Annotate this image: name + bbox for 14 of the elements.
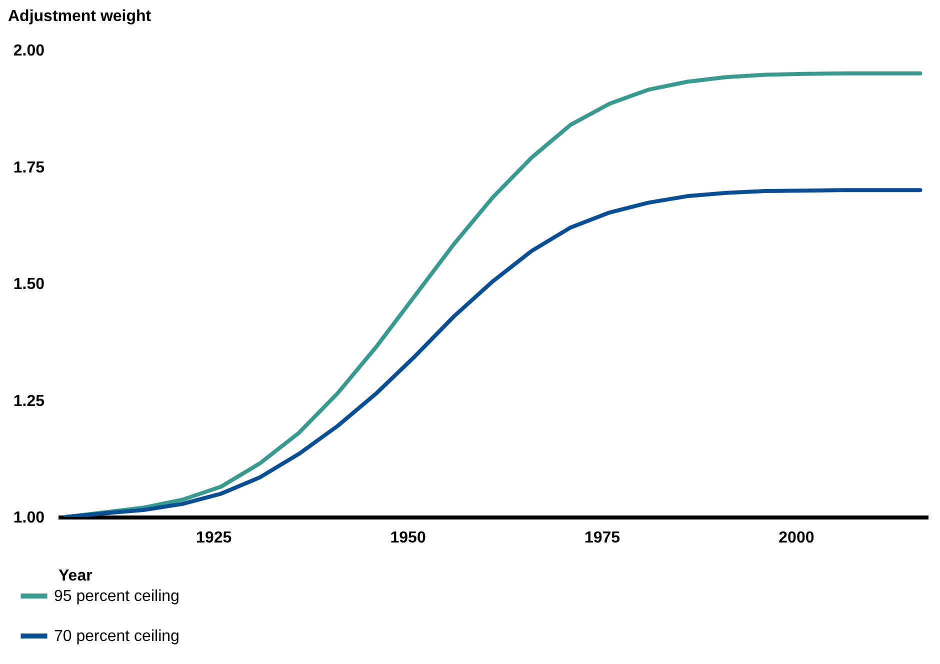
y-tick-label: 1.75 — [13, 159, 45, 176]
y-tick-label: 1.25 — [13, 392, 45, 410]
legend-label: 70 percent ceiling — [54, 628, 180, 645]
x-tick-label: 1925 — [196, 530, 232, 546]
line-series — [64, 188, 922, 517]
y-tick-label: 2.00 — [13, 42, 45, 60]
x-tick-label: 1950 — [390, 530, 426, 546]
y-tick-label: 1.00 — [13, 510, 45, 526]
y-axis-title: Adjustment weight — [8, 8, 152, 25]
y-tick-label: 1.50 — [13, 276, 45, 293]
legend-label: 95 percent ceiling — [54, 588, 180, 605]
x-axis-title: Year — [58, 568, 92, 584]
x-tick-label: 2000 — [778, 530, 814, 546]
x-tick-label: 1975 — [584, 530, 620, 546]
